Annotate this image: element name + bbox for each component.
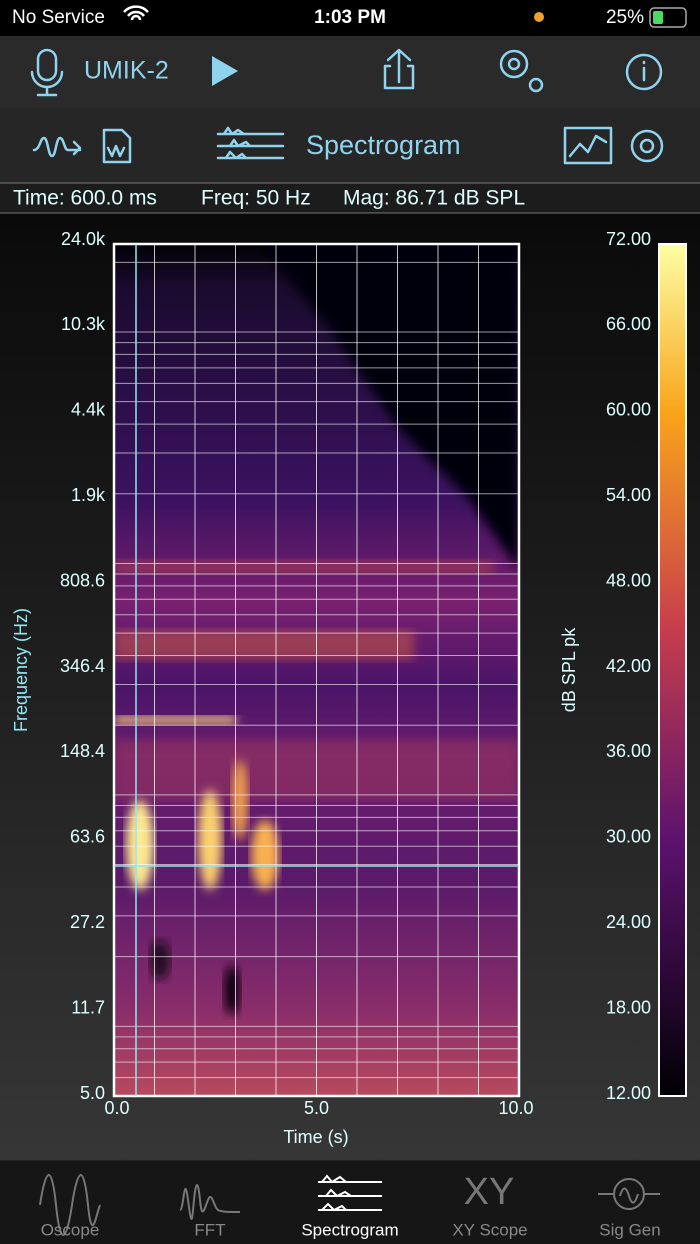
colorbar-tick-label: 30.00: [606, 827, 651, 847]
x-tick-label: 5.0: [304, 1098, 329, 1118]
y-tick-label: 11.7: [71, 997, 105, 1017]
carrier: No Service: [12, 7, 105, 28]
x-tick-label: 0.0: [104, 1098, 129, 1118]
colorbar-tick-label: 54.00: [606, 485, 651, 505]
y-tick-label: 27.2: [70, 912, 105, 932]
readout-mag: Mag: 86.71 dB SPL: [343, 187, 525, 210]
colorbar-tick-label: 48.00: [606, 570, 651, 590]
device-name[interactable]: UMIK-2: [84, 57, 169, 85]
colorbar-tick-label: 12.00: [606, 1083, 651, 1103]
clock: 1:03 PM: [314, 7, 386, 28]
y-tick-label: 808.6: [60, 570, 105, 590]
wave-button[interactable]: [32, 136, 82, 158]
oscope-icon: [39, 1174, 101, 1236]
y-tick-label: 63.6: [70, 827, 105, 847]
colorbar-label: dB SPL pk: [559, 627, 579, 712]
settings-button[interactable]: [499, 49, 544, 93]
y-tick-label: 346.4: [60, 656, 105, 676]
xy-icon: XY: [464, 1171, 515, 1213]
battery-level: [653, 11, 663, 24]
colorbar: [658, 243, 687, 1097]
dot: [534, 12, 544, 22]
tab-bar: [0, 1160, 700, 1244]
y-axis-label: Frequency (Hz): [11, 608, 31, 732]
fft-icon: [179, 1184, 241, 1220]
readout-bar: [0, 183, 700, 213]
wifi-icon: [123, 5, 149, 21]
colorbar-tick-label: 18.00: [606, 997, 651, 1017]
readout-time: Time: 600.0 ms: [13, 187, 157, 210]
colorbar-tick-label: 66.00: [606, 314, 651, 334]
x-tick-label: 10.0: [498, 1098, 533, 1118]
colorbar-tick-label: 36.00: [606, 741, 651, 761]
y-tick-label: 10.3k: [61, 314, 106, 334]
play-button[interactable]: [212, 56, 238, 86]
colorbar-tick-label: 72.00: [606, 229, 651, 249]
battery-pct: 25%: [606, 7, 644, 28]
colorbar-tick-label: 42.00: [606, 656, 651, 676]
colorbar-tick-label: 60.00: [606, 400, 651, 420]
mode-title[interactable]: Spectrogram: [306, 130, 461, 160]
mic-button[interactable]: [30, 48, 64, 97]
battery: [649, 7, 687, 28]
tab-label[interactable]: XY Scope: [452, 1220, 527, 1239]
x-axis-label: Time (s): [283, 1127, 348, 1147]
grid: [114, 244, 519, 1097]
readout-freq: Freq: 50 Hz: [201, 187, 311, 210]
share-button[interactable]: [383, 48, 415, 90]
y-tick-label: 148.4: [60, 741, 105, 761]
tab-label[interactable]: Oscope: [41, 1220, 100, 1239]
y-tick-label: 1.9k: [71, 485, 106, 505]
tab-label[interactable]: FFT: [194, 1220, 225, 1239]
y-tick-label: 24.0k: [61, 229, 106, 249]
toolbar: [0, 36, 700, 108]
file-button[interactable]: [102, 128, 132, 164]
tab-label[interactable]: Spectrogram: [301, 1220, 398, 1239]
plot-frame: [112, 242, 521, 1098]
y-tick-label: 5.0: [80, 1083, 105, 1103]
tab-label[interactable]: Sig Gen: [599, 1220, 660, 1239]
mode-settings[interactable]: [630, 129, 664, 163]
chart-button[interactable]: [563, 126, 613, 165]
spectrogram-tab-icon: [318, 1174, 382, 1212]
y-tick-label: 4.4k: [71, 400, 106, 420]
colorbar-tick-label: 24.00: [606, 912, 651, 932]
spectrogram-icon: [216, 126, 285, 160]
info-button[interactable]: [625, 53, 663, 91]
siggen-icon: [598, 1178, 660, 1210]
